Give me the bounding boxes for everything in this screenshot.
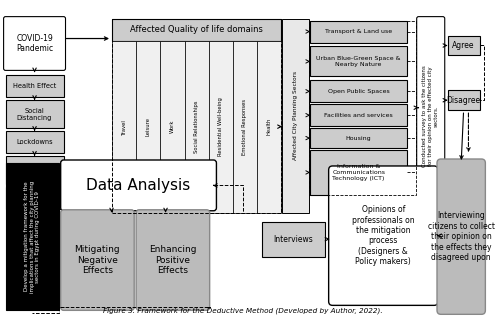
FancyBboxPatch shape <box>448 35 480 56</box>
FancyBboxPatch shape <box>184 41 208 213</box>
Text: Enhancing
Positive
Effects: Enhancing Positive Effects <box>149 245 196 275</box>
FancyBboxPatch shape <box>6 156 64 184</box>
Text: Data Analysis: Data Analysis <box>86 178 190 193</box>
Text: Agree: Agree <box>452 41 475 50</box>
Text: Urban Blue-Green Space &
Nearby Nature: Urban Blue-Green Space & Nearby Nature <box>316 56 401 67</box>
Text: Information &
Communications
Technology (ICT): Information & Communications Technology … <box>332 164 385 181</box>
FancyBboxPatch shape <box>310 80 407 102</box>
FancyBboxPatch shape <box>310 128 407 148</box>
Text: Open Public Spaces: Open Public Spaces <box>328 89 390 94</box>
Text: Emotional Responses: Emotional Responses <box>242 99 248 155</box>
Text: Health Effect: Health Effect <box>13 83 56 89</box>
FancyBboxPatch shape <box>112 19 281 41</box>
FancyBboxPatch shape <box>136 41 160 213</box>
FancyBboxPatch shape <box>416 17 444 215</box>
FancyBboxPatch shape <box>6 100 64 128</box>
FancyBboxPatch shape <box>310 150 407 195</box>
FancyBboxPatch shape <box>310 104 407 126</box>
Text: COVID-19
Pandemic: COVID-19 Pandemic <box>16 34 53 53</box>
FancyBboxPatch shape <box>310 21 407 42</box>
Text: Residential Well-being: Residential Well-being <box>218 97 224 156</box>
FancyBboxPatch shape <box>6 75 64 97</box>
Text: Leisure: Leisure <box>146 117 150 136</box>
FancyBboxPatch shape <box>6 163 59 310</box>
Text: Opinions of
professionals on
the mitigation
process
(Designers &
Policy makers): Opinions of professionals on the mitigat… <box>352 205 414 266</box>
Text: Housing: Housing <box>346 136 372 141</box>
FancyBboxPatch shape <box>60 210 134 310</box>
Text: Travel: Travel <box>122 119 126 135</box>
FancyBboxPatch shape <box>4 17 66 70</box>
Text: Social
Distancing: Social Distancing <box>17 108 52 121</box>
FancyBboxPatch shape <box>6 131 64 153</box>
FancyBboxPatch shape <box>112 41 136 213</box>
FancyBboxPatch shape <box>208 41 233 213</box>
Text: Mitigating
Negative
Effects: Mitigating Negative Effects <box>74 245 120 275</box>
FancyBboxPatch shape <box>310 47 407 76</box>
Text: Conducted survey to ask the citizens
for their opinion on the effected city
sect: Conducted survey to ask the citizens for… <box>422 65 439 167</box>
Text: Develop a mitigation framework for the
implications that affect the city plannin: Develop a mitigation framework for the i… <box>24 181 40 293</box>
Text: Interviewing
citizens to collect
their opinion on
the effects they
disagreed upo: Interviewing citizens to collect their o… <box>428 211 494 262</box>
FancyBboxPatch shape <box>448 90 480 110</box>
Text: Health: Health <box>266 118 272 135</box>
Text: Preventive
Equipment: Preventive Equipment <box>16 163 52 176</box>
Text: Interviews: Interviews <box>274 235 313 244</box>
Text: Work: Work <box>170 120 175 133</box>
Text: Figure 3. Framework for the Deductive Method (Developed by Author, 2022).: Figure 3. Framework for the Deductive Me… <box>102 308 382 314</box>
FancyBboxPatch shape <box>160 41 184 213</box>
Text: Mental Effect: Mental Effect <box>12 195 56 201</box>
FancyBboxPatch shape <box>6 187 64 209</box>
Text: Disagree: Disagree <box>446 96 480 105</box>
Text: Transport & Land use: Transport & Land use <box>325 29 392 34</box>
FancyBboxPatch shape <box>60 160 216 211</box>
FancyBboxPatch shape <box>233 41 257 213</box>
FancyBboxPatch shape <box>257 41 281 213</box>
Text: Affected City Planning Sectors: Affected City Planning Sectors <box>294 71 298 160</box>
Text: Lockdowns: Lockdowns <box>16 139 53 145</box>
Text: Facilities and services: Facilities and services <box>324 113 393 118</box>
FancyBboxPatch shape <box>437 159 486 314</box>
FancyBboxPatch shape <box>262 222 325 256</box>
Text: Affected Quality of life domains: Affected Quality of life domains <box>130 25 263 34</box>
FancyBboxPatch shape <box>282 19 310 213</box>
FancyBboxPatch shape <box>328 166 438 305</box>
Text: Social Relationships: Social Relationships <box>194 100 199 153</box>
FancyBboxPatch shape <box>136 210 210 310</box>
